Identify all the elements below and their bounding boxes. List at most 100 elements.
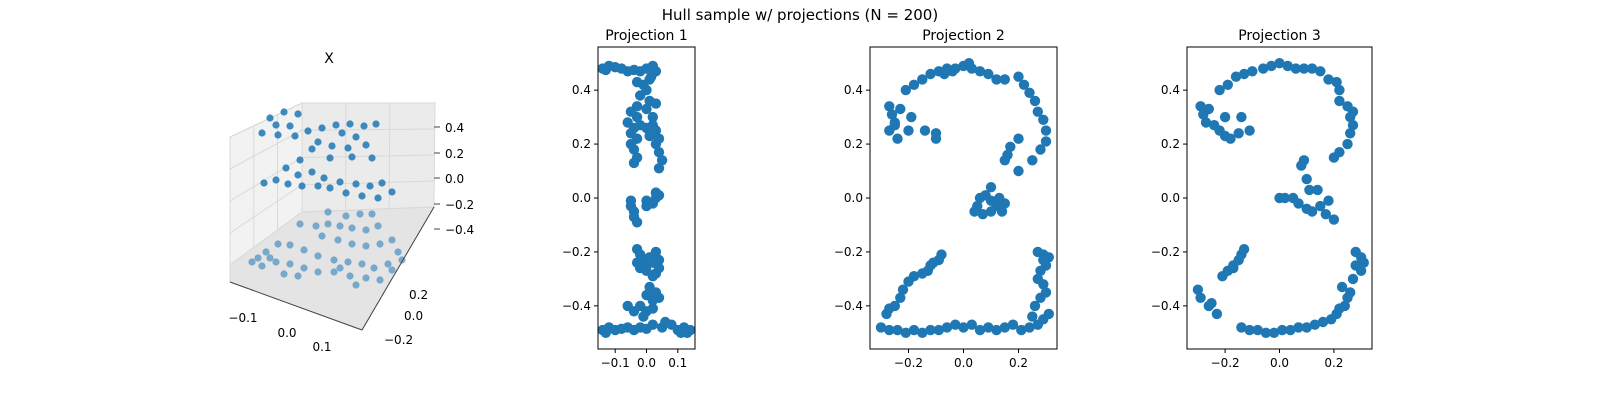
data-point: [641, 103, 652, 115]
data-point: [298, 182, 306, 190]
data-point: [394, 248, 402, 256]
data-point: [1244, 324, 1255, 336]
data-point: [925, 324, 936, 336]
data-point: [647, 271, 658, 282]
data-point: [1328, 152, 1340, 163]
data-point: [1328, 214, 1340, 225]
data-point: [991, 74, 1002, 85]
data-point: [388, 236, 396, 244]
data-point: [344, 258, 352, 266]
chart-projection-3: Projection 3 −0.2 0.0 0.2 0.4 0.2 0.0 −0.2 −0.4: [1151, 28, 1373, 370]
data-point: [1236, 322, 1247, 333]
data-point: [282, 164, 290, 172]
data-point: [376, 276, 384, 284]
data-point: [294, 272, 302, 280]
data-point: [370, 264, 378, 272]
data-point: [675, 327, 687, 338]
data-point: [1323, 195, 1334, 206]
data-point: [324, 208, 332, 216]
data-point: [384, 260, 392, 268]
data-point: [644, 198, 655, 209]
data-point: [336, 178, 344, 186]
data-point: [368, 210, 376, 218]
data-point: [1252, 324, 1263, 336]
data-point: [996, 206, 1008, 217]
data-point: [908, 79, 920, 91]
data-point: [1038, 254, 1049, 266]
data-point: [889, 120, 900, 131]
y-tick-label: 0.0: [1161, 191, 1180, 205]
data-point: [1293, 198, 1304, 209]
data-point: [1195, 101, 1206, 112]
data-point: [1331, 76, 1342, 88]
data-point: [1206, 298, 1217, 309]
data-point: [999, 198, 1010, 209]
data-point: [266, 254, 274, 262]
data-point: [314, 138, 322, 146]
data-point: [372, 120, 380, 128]
data-point: [881, 308, 892, 320]
x-tick-label: −0.2: [894, 356, 923, 370]
data-point: [320, 174, 328, 182]
data-point: [346, 120, 354, 128]
data-point: [1035, 292, 1046, 303]
data-point: [1282, 60, 1293, 72]
data-point: [958, 322, 969, 333]
data-point: [376, 240, 384, 248]
data-point: [1301, 173, 1312, 185]
data-point: [1027, 155, 1038, 166]
y-tick-label: −0.2: [562, 245, 591, 259]
data-point: [963, 58, 975, 69]
data-point: [628, 144, 640, 155]
data-point: [388, 266, 396, 274]
data-point: [272, 176, 280, 184]
y-tick-label: −0.2: [384, 333, 413, 347]
data-point: [631, 257, 643, 268]
y-tick-label: 0.2: [844, 137, 863, 151]
data-point: [1211, 308, 1223, 320]
data-point: [660, 316, 671, 328]
data-point: [1317, 316, 1329, 328]
y-axis-line: [361, 206, 435, 331]
data-point: [286, 122, 294, 130]
data-point: [653, 147, 665, 158]
data-point: [1293, 322, 1304, 333]
data-point: [977, 209, 988, 220]
data-point: [600, 327, 611, 338]
data-point: [1312, 184, 1323, 196]
y-tick-label: 0.4: [572, 83, 591, 97]
data-point: [1018, 79, 1030, 91]
data-point: [1347, 120, 1359, 131]
y-tick-label: 0.0: [572, 191, 591, 205]
data-point: [362, 274, 370, 282]
data-point: [999, 74, 1010, 85]
data-point: [875, 322, 887, 333]
x-tick-label: −0.2: [1211, 356, 1240, 370]
data-point: [248, 258, 256, 266]
data-point: [1244, 125, 1255, 136]
data-point: [1350, 260, 1361, 271]
data-point: [1032, 106, 1044, 117]
chart-title: Projection 2: [922, 28, 1005, 44]
data-point: [983, 68, 994, 80]
data-point: [1238, 68, 1250, 80]
data-point: [895, 292, 906, 303]
data-point: [985, 182, 997, 193]
data-point: [1222, 79, 1234, 91]
data-point: [647, 319, 658, 330]
data-point: [296, 220, 304, 228]
data-point: [895, 103, 906, 115]
data-point: [1268, 327, 1280, 338]
data-point: [892, 133, 903, 144]
data-point: [1040, 136, 1052, 147]
data-point: [280, 108, 288, 116]
data-point: [985, 206, 997, 217]
data-point: [1007, 319, 1019, 330]
z-tick-label: 0.2: [445, 147, 464, 161]
data-point: [1323, 74, 1334, 85]
data-point: [260, 179, 268, 187]
data-point: [969, 206, 980, 217]
data-point: [635, 120, 646, 131]
y-tick-label: 0.2: [572, 137, 591, 151]
chart-projection-2: Projection 2 −0.2 0.0 0.2 0.4 0.2 0.0 −0.2 −0.4: [834, 28, 1058, 370]
